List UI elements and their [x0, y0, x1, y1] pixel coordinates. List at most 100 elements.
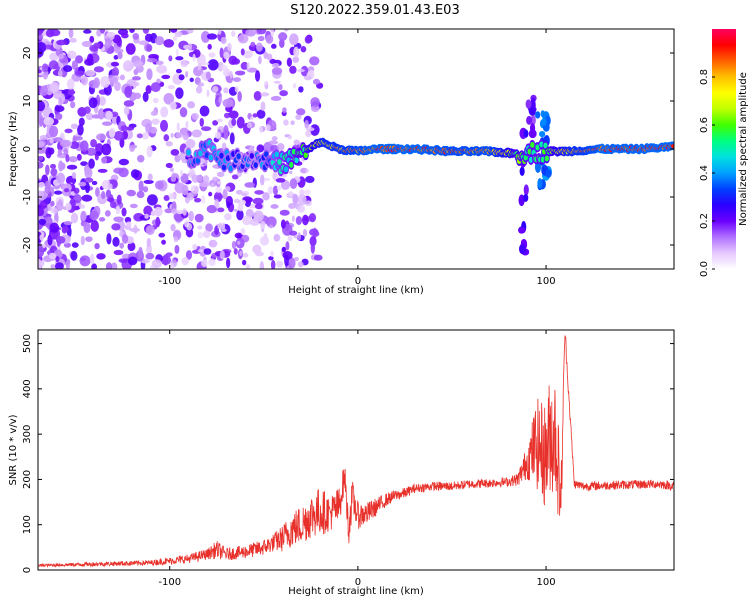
noise-blob: [280, 180, 290, 190]
noise-blob: [70, 212, 79, 224]
noise-blob: [256, 42, 263, 52]
noise-blob: [165, 252, 173, 257]
noise-blob: [146, 145, 153, 158]
noise-blob: [255, 251, 264, 257]
noise-blob: [237, 91, 242, 102]
noise-blob: [110, 61, 120, 67]
noise-blob: [113, 216, 124, 223]
noise-blob: [199, 105, 210, 117]
noise-blob: [142, 29, 150, 34]
noise-blob: [206, 33, 218, 40]
noise-blob: [228, 55, 238, 65]
colorbar-tick-label: 0.4: [699, 165, 710, 181]
noise-blob: [178, 74, 185, 81]
noise-blob: [304, 189, 311, 195]
noise-blob: [181, 184, 189, 196]
noise-blob: [175, 68, 182, 74]
noise-blob: [63, 65, 73, 73]
noise-blob: [125, 221, 132, 227]
noise-blob: [218, 222, 222, 229]
noise-blob: [73, 187, 80, 194]
noise-blob: [169, 101, 177, 111]
noise-blob: [253, 90, 262, 101]
noise-blob: [252, 197, 264, 205]
noise-blob: [167, 85, 176, 90]
noise-blob: [152, 97, 159, 104]
noise-blob: [80, 75, 88, 86]
noise-blob: [44, 184, 51, 195]
noise-blob: [86, 53, 94, 66]
noise-blob: [71, 60, 78, 70]
noise-blob: [180, 60, 189, 68]
noise-blob: [50, 200, 55, 207]
noise-blob: [174, 154, 181, 163]
noise-blob: [81, 40, 93, 48]
ridge-core: [294, 157, 299, 164]
noise-blob: [58, 160, 64, 172]
noise-blob: [185, 138, 196, 149]
noise-blob: [305, 169, 310, 173]
noise-blob: [222, 98, 234, 108]
streak-blob: [523, 193, 529, 202]
noise-blob: [38, 149, 46, 154]
noise-blob: [38, 69, 42, 74]
noise-blob: [94, 153, 99, 161]
noise-blob: [129, 203, 138, 209]
noise-blob: [250, 41, 256, 47]
noise-blob: [132, 33, 140, 40]
noise-blob: [198, 174, 203, 183]
noise-blob: [63, 188, 70, 193]
noise-blob: [292, 82, 297, 89]
noise-blob: [189, 77, 194, 83]
x-tick-label: -100: [158, 276, 181, 287]
noise-blob: [146, 44, 153, 52]
noise-blob: [55, 256, 60, 263]
noise-blob: [279, 90, 288, 97]
noise-blob: [179, 107, 188, 118]
snr-frame: [37, 329, 675, 571]
noise-blob: [108, 127, 116, 138]
noise-blob: [231, 118, 237, 126]
noise-blob: [306, 71, 312, 77]
streak-blob: [541, 118, 547, 126]
noise-blob: [97, 168, 108, 173]
noise-blob: [202, 175, 210, 184]
streak-blob: [518, 243, 526, 255]
y-tick-label: -10: [22, 189, 33, 205]
noise-blob: [169, 262, 174, 269]
noise-blob: [39, 234, 44, 241]
noise-blob: [170, 223, 176, 232]
noise-blob: [278, 32, 288, 41]
noise-blob: [289, 230, 298, 236]
noise-blob: [145, 225, 155, 236]
noise-blob: [115, 205, 121, 215]
noise-blob: [300, 46, 307, 53]
colorbar-label: Normalized spectral amplitude: [738, 72, 749, 226]
noise-blob: [96, 253, 106, 260]
noise-blob: [191, 174, 200, 183]
streak-blob: [525, 99, 532, 109]
noise-blob: [259, 126, 263, 134]
noise-blob: [288, 190, 294, 197]
ridge-core: [283, 166, 289, 173]
noise-blob: [244, 182, 256, 188]
noise-blob: [236, 209, 244, 221]
spectrogram-xlabel: Height of straight line (km): [288, 285, 424, 296]
snr-series-line: [38, 335, 674, 569]
noise-blob: [192, 53, 196, 62]
noise-blob: [197, 82, 205, 87]
noise-blob: [116, 36, 122, 47]
noise-blob: [62, 225, 69, 233]
noise-blob: [175, 132, 183, 139]
noise-blob: [121, 32, 129, 39]
noise-blob: [220, 64, 228, 71]
noise-blob: [146, 57, 158, 63]
noise-blob: [85, 112, 94, 121]
noise-blob: [217, 29, 222, 35]
noise-blob: [305, 175, 315, 184]
noise-blob: [169, 167, 175, 173]
y-tick-label: 0: [22, 567, 33, 573]
noise-blob: [48, 252, 57, 260]
streak-blob: [530, 98, 536, 109]
noise-blob: [176, 122, 180, 132]
